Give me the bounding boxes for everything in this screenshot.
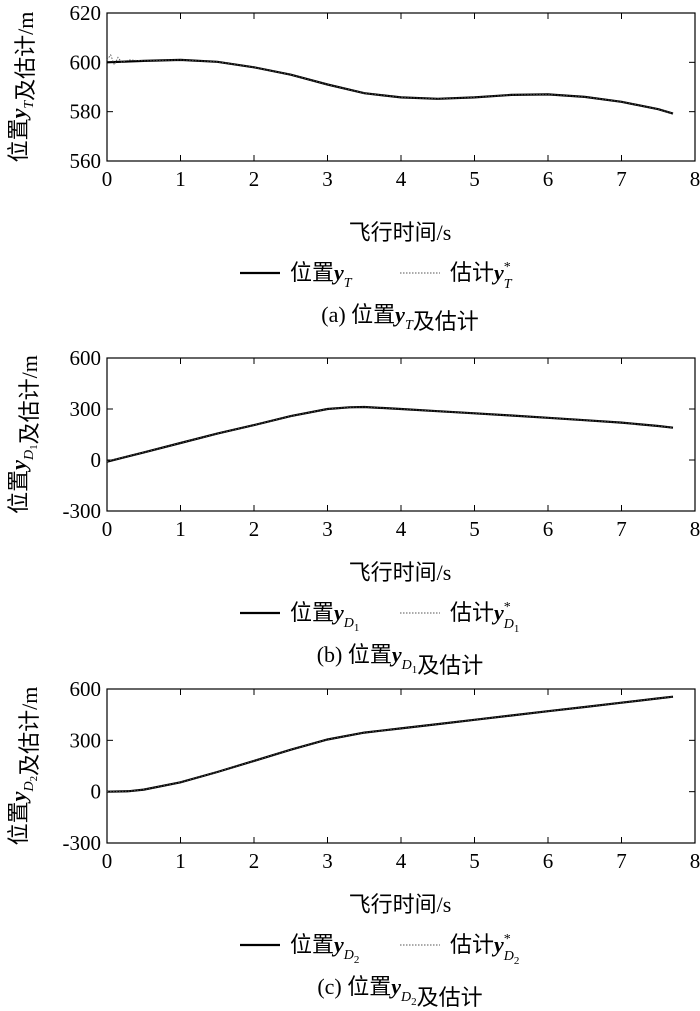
x-tick-label: 1 — [175, 849, 186, 873]
x-axis-label: 飞行时间/s — [349, 892, 452, 917]
y-axis-label: 位置yD2及估计/m — [6, 687, 42, 846]
y-tick-label: 600 — [70, 50, 102, 74]
x-tick-label: 7 — [616, 517, 627, 541]
y-axis-label: 位置yT及估计/m — [6, 12, 38, 163]
x-tick-label: 5 — [469, 849, 480, 873]
plot-frame — [106, 688, 696, 844]
y-tick-label: 0 — [91, 780, 102, 804]
x-tick-label: 6 — [543, 517, 554, 541]
y-tick-label: 300 — [70, 397, 102, 421]
panel-caption: (c) 位置yD2及估计 — [317, 974, 482, 1010]
x-tick-label: 7 — [616, 849, 627, 873]
series-line-estimate — [106, 406, 674, 462]
panel-c: 0 1 2 3 4 5 6 7 8-3000300600飞行时间/s位置yD2及估计/m位置yD… — [6, 677, 700, 1010]
x-tick-label: 8 — [690, 167, 700, 191]
x-tick-label: 0 — [102, 517, 113, 541]
x-axis-label: 飞行时间/s — [349, 560, 452, 585]
series-line-position — [106, 695, 674, 793]
y-tick-label: 580 — [70, 100, 102, 124]
legend-label-estimate: 估计y* D1 — [450, 600, 519, 635]
x-tick-label: 3 — [322, 167, 333, 191]
x-tick-label: 3 — [322, 849, 333, 873]
x-tick-label: 2 — [249, 849, 260, 873]
x-tick-label: 8 — [690, 849, 700, 873]
y-tick-label: 600 — [70, 677, 102, 701]
legend-label-position: 位置yD1 — [290, 600, 359, 634]
series-line-estimate — [106, 53, 674, 115]
y-tick-label: 560 — [70, 149, 102, 173]
x-tick-label: 4 — [396, 167, 407, 191]
series-line-position — [106, 405, 674, 463]
legend-label-estimate: 估计y* T — [450, 260, 513, 292]
x-tick-label: 6 — [543, 849, 554, 873]
plot-frame — [106, 12, 696, 162]
panel-caption: (b) 位置yD1及估计 — [317, 642, 484, 678]
panel-b: 0 1 2 3 4 5 6 7 8-3000300600飞行时间/s位置yD1及估计/m位置yD… — [6, 346, 700, 678]
x-tick-label: 1 — [175, 517, 186, 541]
legend-label-position: 位置yT — [290, 260, 353, 291]
x-tick-label: 0 — [102, 167, 113, 191]
x-tick-label: 5 — [469, 517, 480, 541]
x-tick-label: 4 — [396, 517, 407, 541]
panel-caption: (a) 位置yT及估计 — [321, 302, 479, 334]
x-tick-label: 8 — [690, 517, 700, 541]
x-tick-label: 4 — [396, 849, 407, 873]
x-tick-label: 0 — [102, 849, 113, 873]
x-tick-label: 5 — [469, 167, 480, 191]
legend-label-estimate: 估计y* D2 — [450, 932, 519, 967]
y-tick-label: -300 — [63, 499, 102, 523]
panel-a: 0 1 2 3 4 5 6 7 8 560 580 600 620 飞行时间/s 位置yT及估计/m 位置yT… — [6, 1, 700, 334]
series-line-estimate — [106, 696, 674, 793]
x-tick-label: 7 — [616, 167, 627, 191]
series-line-position — [106, 58, 674, 115]
plot-frame — [106, 357, 696, 512]
x-tick-label: 3 — [322, 517, 333, 541]
legend-label-position: 位置yD2 — [290, 932, 359, 966]
y-tick-label: -300 — [63, 831, 102, 855]
y-tick-label: 300 — [70, 728, 102, 752]
y-axis-label: 位置yD1及估计/m — [6, 355, 42, 514]
x-tick-label: 2 — [249, 167, 260, 191]
x-tick-label: 6 — [543, 167, 554, 191]
x-tick-label: 2 — [249, 517, 260, 541]
x-axis-label: 飞行时间/s — [349, 220, 452, 245]
y-tick-label: 0 — [91, 448, 102, 472]
y-tick-label: 620 — [70, 1, 102, 25]
x-tick-label: 1 — [175, 167, 186, 191]
y-tick-label: 600 — [70, 346, 102, 370]
